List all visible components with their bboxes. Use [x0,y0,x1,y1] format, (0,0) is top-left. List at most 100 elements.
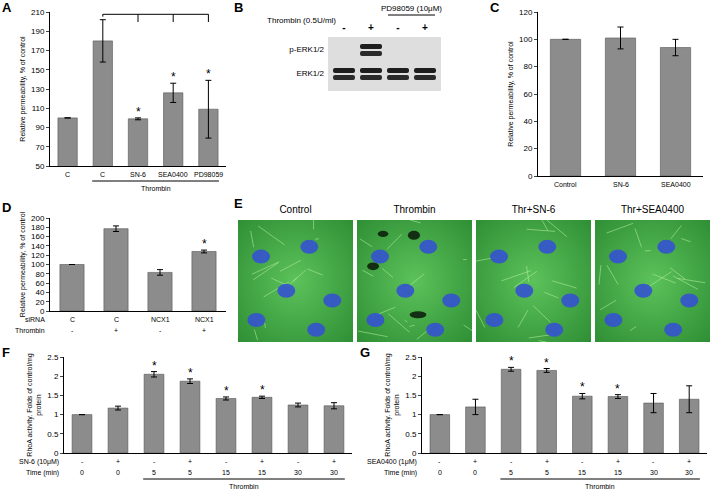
svg-text:60: 60 [523,90,532,99]
svg-text:+: + [202,327,206,334]
svg-text:+: + [545,458,549,465]
svg-text:30: 30 [685,469,693,476]
svg-text:150: 150 [31,66,45,75]
svg-text:15: 15 [614,469,622,476]
svg-text:15: 15 [222,469,230,476]
svg-text:RhoA activity. Folds of contro: RhoA activity. Folds of control/mgprotei… [26,353,43,456]
svg-text:50: 50 [35,162,44,171]
svg-text:*: * [615,382,620,396]
svg-text:180: 180 [31,223,45,232]
svg-text:Relative permeability, % of co: Relative permeability, % of control [19,211,27,317]
svg-text:Thrombin (0.5U/ml): Thrombin (0.5U/ml) [267,16,336,25]
svg-text:NCX1: NCX1 [195,316,214,323]
svg-text:100: 100 [31,260,45,269]
svg-text:0.5: 0.5 [405,430,417,439]
svg-text:+: + [687,458,691,465]
svg-text:0: 0 [412,449,417,458]
svg-text:-: - [153,458,156,465]
svg-text:5: 5 [188,469,192,476]
svg-text:15: 15 [578,469,586,476]
svg-text:SN-6 (10μM): SN-6 (10μM) [19,458,59,466]
svg-text:Time (min): Time (min) [26,469,59,477]
svg-text:Thrombin: Thrombin [229,483,259,490]
svg-text:5: 5 [152,469,156,476]
svg-text:C: C [65,171,70,178]
svg-text:-: - [71,327,74,334]
svg-text:5: 5 [545,469,549,476]
svg-text:30: 30 [294,469,302,476]
svg-text:40: 40 [35,288,44,297]
svg-text:SN-6: SN-6 [613,181,629,188]
svg-text:160: 160 [31,232,45,241]
svg-text:-: - [81,458,84,465]
svg-text:PD98059: PD98059 [194,171,223,178]
svg-text:*: * [224,384,229,398]
svg-text:Thrombin: Thrombin [15,327,45,334]
svg-text:2.5: 2.5 [405,353,417,362]
svg-text:C: C [100,171,105,178]
svg-text:70: 70 [35,143,44,152]
svg-text:C: C [114,316,119,323]
svg-text:1: 1 [54,410,59,419]
svg-text:+: + [616,458,620,465]
svg-text:20: 20 [35,298,44,307]
svg-text:0: 0 [473,469,477,476]
svg-text:2: 2 [412,372,417,381]
svg-text:Thrombin: Thrombin [141,185,171,192]
svg-text:C: C [70,316,75,323]
svg-text:170: 170 [31,46,45,55]
svg-text:Thr+SN-6: Thr+SN-6 [512,204,556,215]
svg-text:0: 0 [116,469,120,476]
svg-text:*: * [580,380,585,394]
svg-text:-: - [159,327,162,334]
svg-text:*: * [260,383,265,397]
svg-text:30: 30 [650,469,658,476]
svg-text:120: 120 [31,251,45,260]
svg-text:*: * [202,237,207,251]
svg-text:+: + [114,327,118,334]
svg-text:p-ERK1/2: p-ERK1/2 [289,45,324,54]
svg-text:0: 0 [438,469,442,476]
svg-text:ERK1/2: ERK1/2 [296,69,324,78]
svg-text:210: 210 [31,8,45,17]
svg-text:120: 120 [519,8,533,17]
svg-text:*: * [509,354,514,368]
svg-text:200: 200 [31,214,45,223]
svg-text:Thrombin: Thrombin [393,204,435,215]
svg-text:+: + [368,22,374,33]
svg-text:30: 30 [330,469,338,476]
svg-text:Thrombin: Thrombin [585,483,615,490]
svg-text:130: 130 [31,85,45,94]
svg-text:-: - [342,22,345,33]
svg-text:*: * [544,356,549,370]
svg-text:20: 20 [523,144,532,153]
svg-text:-: - [581,458,584,465]
svg-text:*: * [136,105,141,119]
svg-text:+: + [332,458,336,465]
svg-text:15: 15 [258,469,266,476]
svg-text:SN-6: SN-6 [130,171,146,178]
svg-text:80: 80 [35,270,44,279]
svg-text:2.5: 2.5 [47,353,59,362]
svg-text:+: + [473,458,477,465]
svg-text:60: 60 [35,279,44,288]
svg-text:190: 190 [31,27,45,36]
svg-text:+: + [188,458,192,465]
svg-text:siRNA: siRNA [25,316,45,323]
svg-text:RhoA activity. Folds of contro: RhoA activity. Folds of control/mgprotei… [384,353,401,456]
svg-text:1.5: 1.5 [405,391,417,400]
svg-text:-: - [297,458,300,465]
svg-text:1.5: 1.5 [47,391,59,400]
svg-text:*: * [188,366,193,380]
svg-text:PD98059 (10μM): PD98059 (10μM) [381,4,442,13]
svg-text:90: 90 [35,123,44,132]
svg-text:Relative permeability, % of co: Relative permeability, % of control [507,41,515,147]
svg-text:*: * [206,67,211,81]
svg-text:NCX1: NCX1 [151,316,170,323]
svg-text:-: - [396,22,399,33]
svg-text:*: * [152,359,157,373]
svg-text:SEA0400: SEA0400 [158,171,188,178]
svg-text:+: + [260,458,264,465]
svg-text:0: 0 [80,469,84,476]
svg-text:SEA0400 (1μM): SEA0400 (1μM) [367,458,417,466]
